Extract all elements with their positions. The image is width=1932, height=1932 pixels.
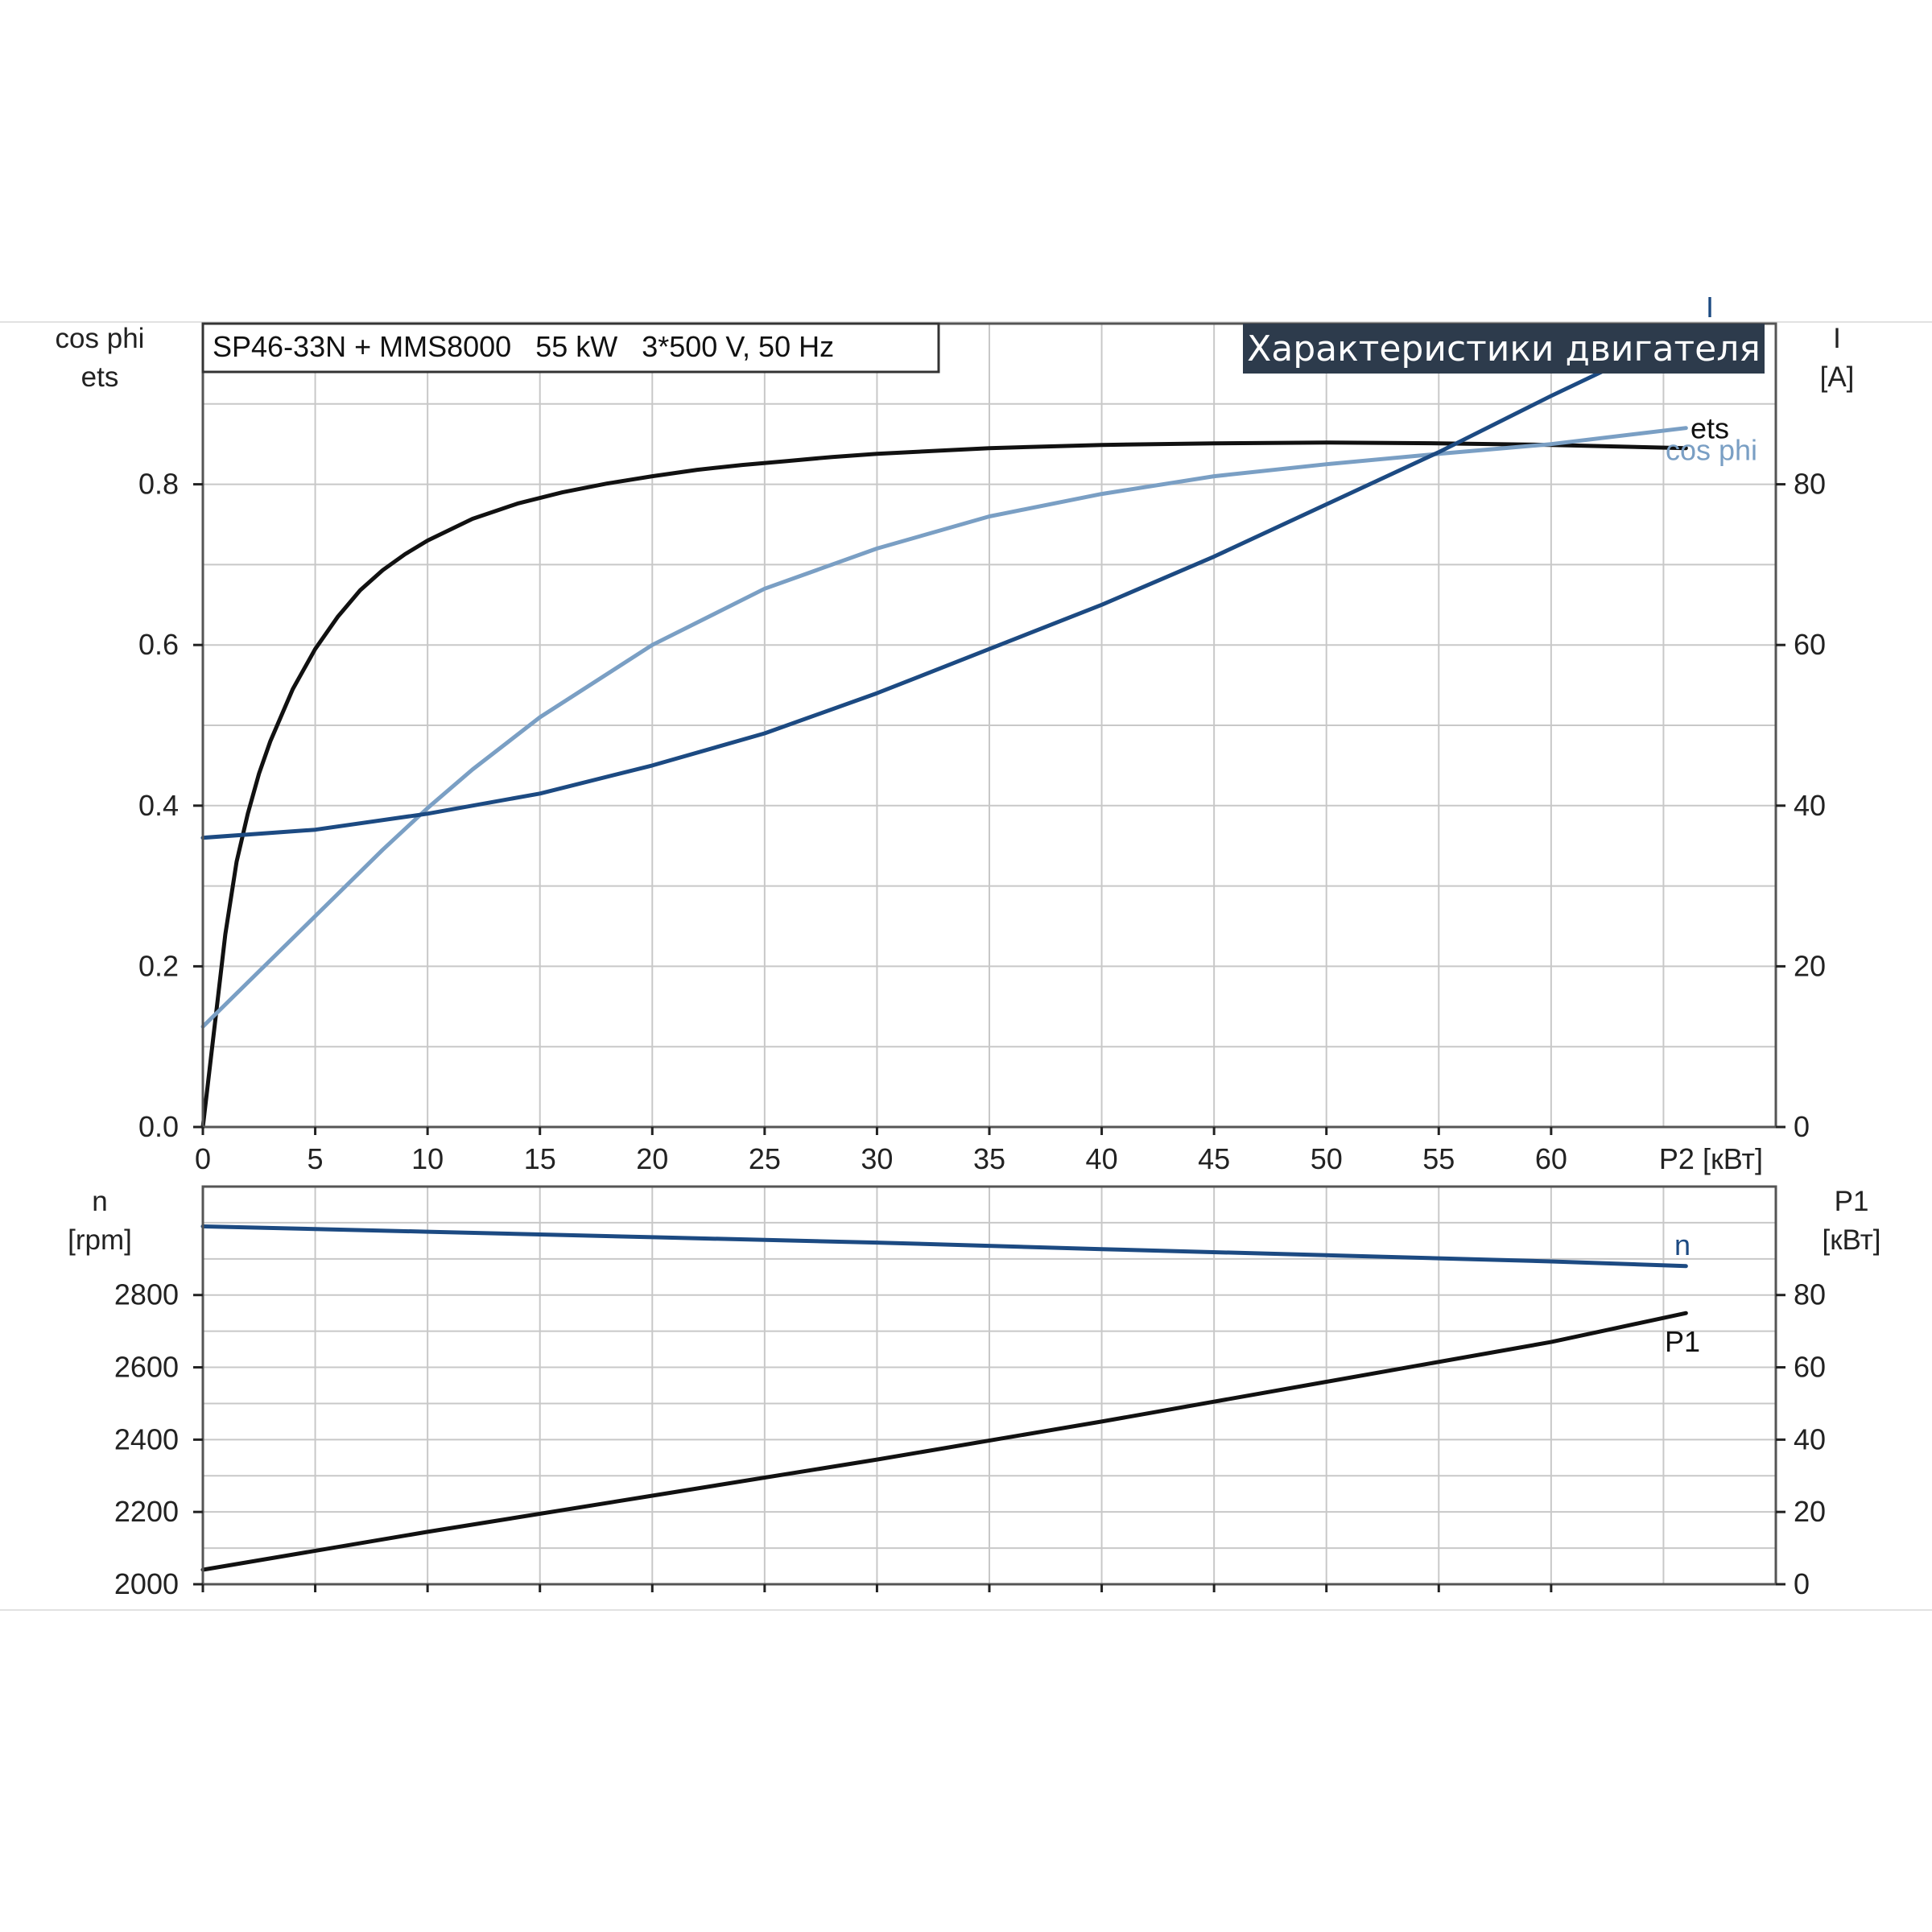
lower-right-tick-label: 20 xyxy=(1794,1495,1826,1528)
series-label-n: n xyxy=(1674,1228,1690,1261)
right-tick-label: 20 xyxy=(1794,949,1826,982)
lower-left-tick-label: 2000 xyxy=(114,1567,179,1600)
series-line-cos-phi xyxy=(200,426,1688,1029)
right-axis-title-power: P1 xyxy=(1835,1186,1869,1217)
right-axis-title-current: I xyxy=(1833,323,1841,354)
left-axis-title-speed: n xyxy=(92,1186,107,1217)
model-label-box xyxy=(201,322,940,374)
model-label: SP46-33N + MMS8000 55 kW 3*500 V, 50 Hz xyxy=(213,330,834,363)
x-tick-label: 25 xyxy=(749,1142,781,1175)
lower-right-tick-label: 80 xyxy=(1794,1278,1826,1311)
banner-background xyxy=(1243,324,1765,374)
lower-right-tick-label: 0 xyxy=(1794,1567,1810,1600)
series-line-p1 xyxy=(200,1311,1688,1572)
right-axis-unit-power: [кВт] xyxy=(1823,1224,1881,1256)
x-axis-title: P2 [кВт] xyxy=(1659,1142,1763,1175)
lower-left-tick-label: 2600 xyxy=(114,1351,179,1384)
x-tick-label: 55 xyxy=(1422,1142,1455,1175)
series-label-i: I xyxy=(1706,291,1714,324)
lower-ticks: 2000 2200 2400 2600 2800 0 20 40 60 80 xyxy=(114,1278,1826,1600)
series-line-n xyxy=(200,1224,1688,1269)
left-axis-title-ets: ets xyxy=(81,361,119,393)
x-tick-label: 15 xyxy=(524,1142,556,1175)
left-tick-label: 0.8 xyxy=(138,468,179,501)
x-tick-label: 35 xyxy=(973,1142,1005,1175)
series-label-ets: ets xyxy=(1690,412,1729,445)
left-tick-label: 0.6 xyxy=(138,628,179,661)
right-axis-unit-current: [A] xyxy=(1820,361,1855,393)
right-tick-label: 60 xyxy=(1794,628,1826,661)
x-tick-label: 40 xyxy=(1086,1142,1118,1175)
banner-title: Характеристики двигателя xyxy=(1247,328,1761,369)
upper-grid xyxy=(202,323,1777,1127)
right-tick-label: 0 xyxy=(1794,1110,1810,1143)
series-line-ets xyxy=(200,440,1688,1129)
lower-right-tick-label: 60 xyxy=(1794,1351,1826,1384)
left-tick-label: 0.4 xyxy=(138,789,179,822)
series-line-i xyxy=(200,329,1688,840)
x-tick-label: 60 xyxy=(1535,1142,1567,1175)
left-tick-label: 0.2 xyxy=(138,949,179,982)
right-tick-label: 80 xyxy=(1794,468,1826,501)
x-tick-label: 45 xyxy=(1198,1142,1230,1175)
x-tick-label: 20 xyxy=(636,1142,668,1175)
upper-ticks: 0 5 10 15 20 25 30 35 40 45 50 55 60 0.0 0.2 0.4 0.6 0.8 0… xyxy=(138,468,1826,1175)
lower-curves: n P1 xyxy=(200,1224,1700,1572)
lower-left-tick-label: 2400 xyxy=(114,1422,179,1455)
right-tick-label: 40 xyxy=(1794,789,1826,822)
lower-right-tick-label: 40 xyxy=(1794,1422,1826,1455)
x-tick-label: 30 xyxy=(861,1142,893,1175)
x-tick-label: 10 xyxy=(411,1142,444,1175)
lower-left-tick-label: 2200 xyxy=(114,1495,179,1528)
series-label-p1: P1 xyxy=(1665,1325,1700,1358)
left-axis-unit-speed: [rpm] xyxy=(68,1224,132,1256)
left-axis-title-cosphi: cos phi xyxy=(56,323,145,354)
series-label-cos-phi: cos phi xyxy=(1666,434,1757,467)
x-tick-label: 5 xyxy=(308,1142,324,1175)
left-tick-label: 0.0 xyxy=(138,1110,179,1143)
x-tick-label: 0 xyxy=(195,1142,211,1175)
lower-left-tick-label: 2800 xyxy=(114,1278,179,1311)
x-tick-label: 50 xyxy=(1311,1142,1343,1175)
